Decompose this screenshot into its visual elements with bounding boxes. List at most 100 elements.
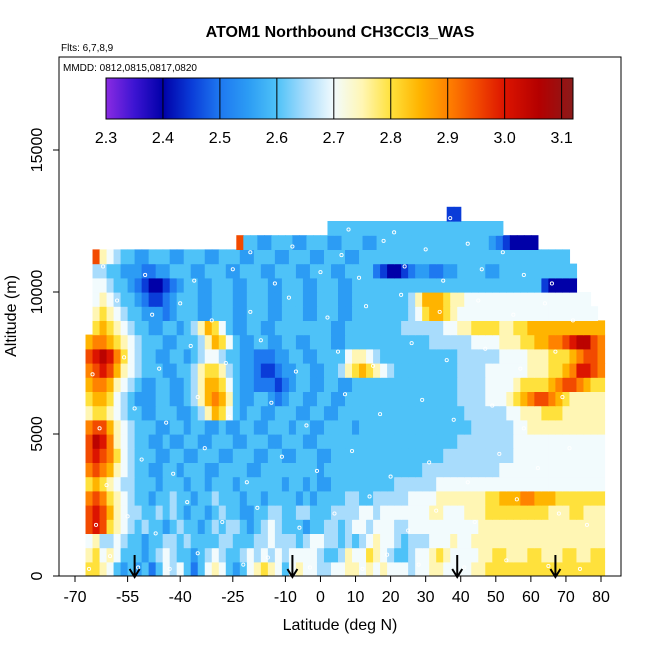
heatmap-cell [330,320,339,336]
heatmap-cell [492,277,500,293]
heatmap-cell [366,476,374,492]
heatmap-cell [520,462,528,478]
heatmap-cell [239,476,248,492]
heatmap-cell [281,419,290,435]
heatmap-cell [415,561,423,576]
heatmap-cell [225,363,234,378]
heatmap-cell [267,419,276,435]
heatmap-cell [323,306,332,321]
heatmap-cell [464,334,472,350]
heatmap-cell [197,377,206,392]
heatmap-cell [345,462,353,478]
heatmap-cell [562,561,571,576]
heatmap-cell [541,405,549,421]
heatmap-cell [288,263,297,279]
heatmap-cell [267,334,276,350]
heatmap-cell [380,320,388,336]
heatmap-cell [436,405,444,421]
heatmap-cell [155,462,164,478]
heatmap-cell [204,405,213,421]
heatmap-cell [85,547,94,563]
heatmap-cell [316,363,325,378]
heatmap-cell [443,391,451,407]
heatmap-cell [306,235,315,250]
heatmap-cell [394,405,402,421]
heatmap-cell [380,405,388,421]
heatmap-cell [225,334,234,350]
heatmap-cell [113,249,122,265]
sample-point [570,318,576,323]
heatmap-cell [530,235,539,250]
heatmap-cell [141,434,150,449]
heatmap-cell [113,377,122,392]
heatmap-cell [288,363,297,378]
heatmap-cell [134,277,143,293]
heatmap-cell [327,221,336,236]
heatmap-cell [183,547,192,563]
heatmap-cell [253,434,262,449]
heatmap-cell [330,306,339,321]
heatmap-cell [267,363,276,378]
sample-point [248,309,253,314]
heatmap-cell [415,505,423,520]
heatmap-cell [415,405,423,421]
heatmap-cell [527,306,535,321]
heatmap-cell [520,348,528,364]
heatmap-cell [253,306,262,321]
heatmap-cell [362,221,371,236]
heatmap-cell [394,419,402,435]
heatmap-cell [176,292,185,307]
heatmap-cell [569,533,578,549]
heatmap-cell [127,519,136,534]
heatmap-cell [474,221,483,236]
heatmap-cell [485,249,493,265]
heatmap-cell [590,334,599,350]
heatmap-cell [478,490,486,506]
heatmap-cell [323,249,332,265]
sample-point [244,480,249,485]
heatmap-cell [422,363,430,378]
heatmap-cell [120,306,129,321]
heatmap-cell [281,363,290,378]
heatmap-cell [127,363,136,378]
heatmap-cell [99,377,108,392]
heatmap-cell [239,320,248,336]
heatmap-cell [492,292,500,307]
heatmap-cell [253,249,262,265]
heatmap-cell [355,235,364,250]
heatmap-cell [246,405,255,421]
heatmap-cell [352,363,360,378]
heatmap-cell [162,277,171,293]
heatmap-cell [232,462,241,478]
heatmap-cell [429,505,437,520]
heatmap-cell [316,377,325,392]
heatmap-cell [204,306,213,321]
heatmap-cell [99,419,108,435]
heatmap-cell [408,377,416,392]
heatmap-cell [380,348,388,364]
heatmap-cell [225,292,234,307]
heatmap-cell [120,533,129,549]
heatmap-cell [218,348,227,364]
heatmap-cell [338,377,346,392]
heatmap-cell [569,377,578,392]
heatmap-cell [562,505,571,520]
heatmap-cell [190,476,199,492]
heatmap-cell [509,235,518,250]
heatmap-cell [211,462,220,478]
heatmap-cell [316,391,325,407]
heatmap-cell [562,533,571,549]
sample-point [178,301,183,306]
heatmap-cell [548,405,557,421]
heatmap-cell [443,476,451,492]
heatmap-cell [218,249,227,265]
heatmap-cell [197,306,206,321]
heatmap-cell [197,363,206,378]
heatmap-cell [541,561,549,576]
heatmap-cell [267,519,276,534]
heatmap-cell [134,306,143,321]
heatmap-cell [239,448,248,463]
sample-point [441,278,446,283]
heatmap-cell [330,505,339,520]
heatmap-cell [443,292,451,307]
